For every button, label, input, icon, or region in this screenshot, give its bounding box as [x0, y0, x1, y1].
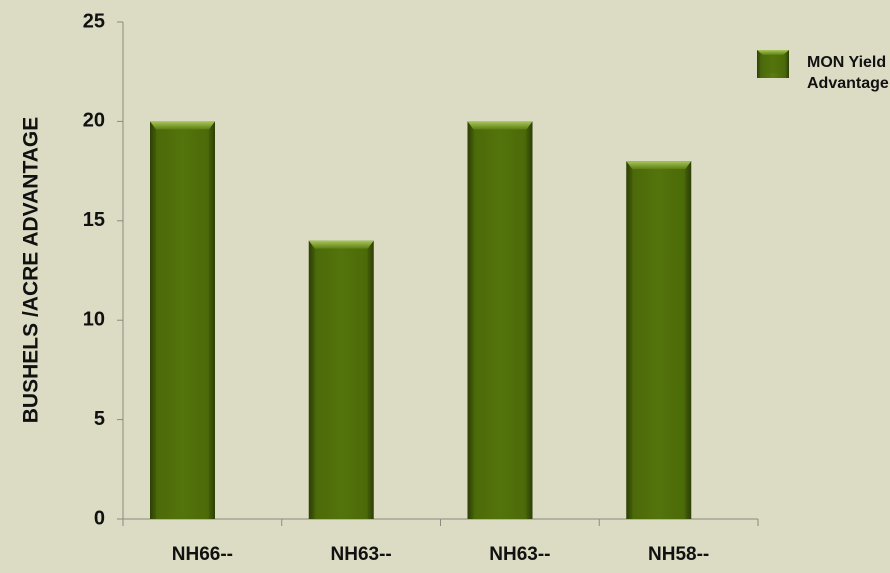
bar-cap — [308, 240, 374, 249]
y-tick-label: 15 — [83, 209, 105, 231]
x-tick-label: NH63-- — [331, 544, 392, 565]
legend-label: MON Yield Advantage — [807, 54, 889, 92]
bar — [626, 161, 692, 519]
bar-inner — [156, 129, 209, 519]
bar — [150, 121, 215, 520]
x-tick-label: NH58-- — [648, 544, 709, 565]
y-tick-label: 25 — [83, 10, 105, 32]
bar-cap — [150, 121, 215, 130]
x-tick-label: NH66-- — [172, 544, 233, 565]
legend-swatch-cap — [757, 50, 789, 55]
y-axis-label: BUSHELS /ACRE ADVANTAGE — [20, 117, 43, 423]
bar — [308, 240, 374, 519]
bar-inner — [314, 248, 368, 519]
bar-cap — [626, 161, 692, 170]
legend-swatch-inner — [763, 55, 783, 73]
bar-inner — [473, 129, 527, 519]
y-tick-label: 20 — [83, 110, 105, 132]
bar-inner — [632, 169, 686, 519]
y-tick-label: 10 — [83, 308, 105, 330]
y-tick-label: 0 — [94, 507, 105, 529]
x-tick-label: NH63-- — [489, 544, 550, 565]
y-tick-label: 5 — [94, 408, 105, 430]
bar-cap — [467, 121, 533, 130]
bar — [467, 121, 533, 520]
